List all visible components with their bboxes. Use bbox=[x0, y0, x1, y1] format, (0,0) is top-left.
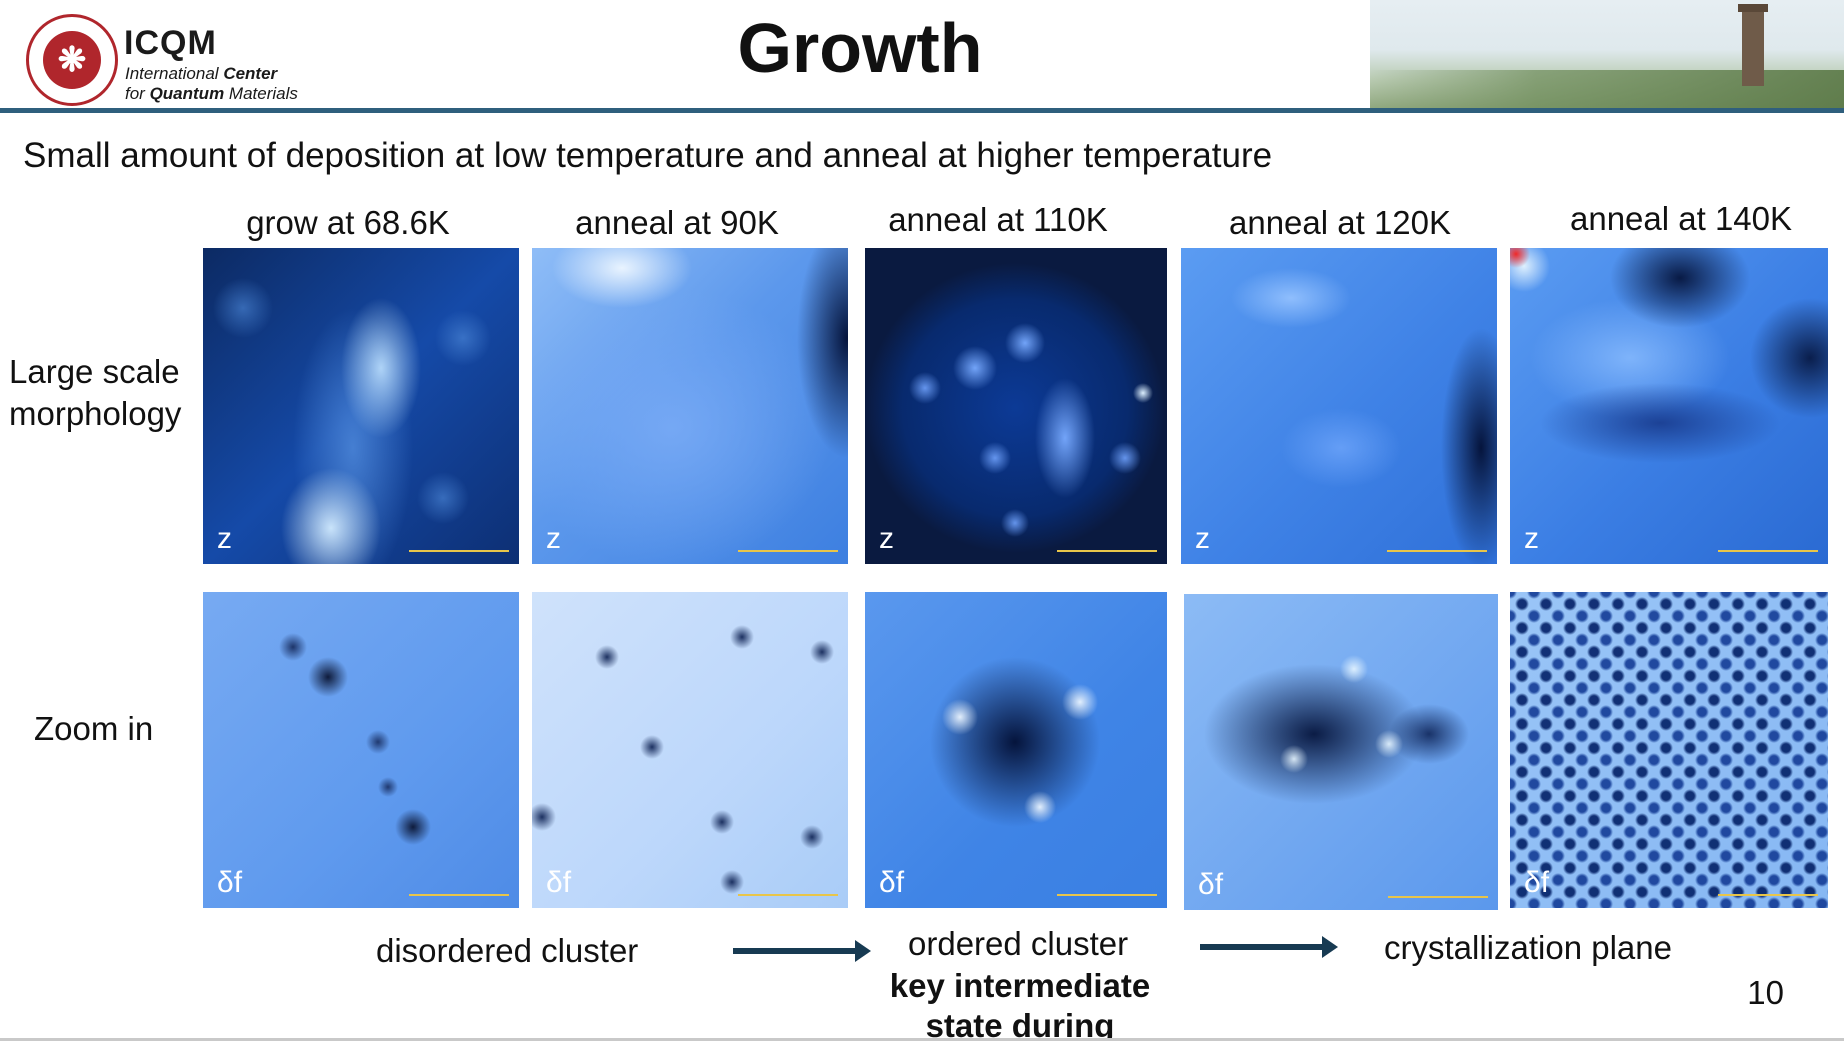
channel-label: z bbox=[879, 522, 894, 555]
channel-label: z bbox=[1195, 522, 1210, 555]
row-label-line: Zoom in bbox=[34, 710, 154, 747]
channel-label: δf bbox=[546, 866, 572, 899]
scale-bar bbox=[1388, 896, 1488, 898]
scale-bar bbox=[1387, 550, 1487, 552]
scale-bar bbox=[738, 550, 838, 552]
column-label: anneal at 120K bbox=[1228, 204, 1452, 241]
column-label: anneal at 140K bbox=[1569, 200, 1793, 237]
row-label-large-scale: Large scale morphology bbox=[9, 351, 181, 435]
scale-bar bbox=[1718, 550, 1818, 552]
arrow-head bbox=[1322, 936, 1338, 958]
channel-label: z bbox=[1524, 522, 1539, 555]
caption-crystallization-plane: crystallization plane bbox=[1384, 929, 1672, 966]
arrow-right-icon bbox=[733, 940, 871, 962]
university-seal-logo: ❋ bbox=[26, 14, 118, 106]
stm-image-large-120k: z bbox=[1181, 248, 1497, 564]
stm-image-zoom-90k: δf bbox=[532, 592, 848, 908]
channel-label: z bbox=[546, 522, 561, 555]
row-label-line: Large scale bbox=[9, 353, 180, 390]
caption-ordered-cluster: ordered cluster bbox=[908, 925, 1129, 962]
page-number: 10 bbox=[1747, 974, 1784, 1011]
caption-key-line: state during bbox=[925, 1007, 1115, 1041]
slide-title: Growth bbox=[737, 9, 983, 87]
slide-subtitle: Small amount of deposition at low temper… bbox=[23, 136, 1273, 175]
brand-word: Quantum bbox=[149, 84, 225, 103]
stm-image-large-90k: z bbox=[532, 248, 848, 564]
brand-short-name: ICQM bbox=[124, 24, 217, 62]
scenery-pagoda bbox=[1738, 4, 1768, 86]
stm-image-zoom-68k: δf bbox=[203, 592, 519, 908]
scale-bar bbox=[1718, 894, 1818, 896]
scale-bar bbox=[409, 550, 509, 552]
campus-scenery-image bbox=[1370, 0, 1844, 110]
row-label-line: morphology bbox=[9, 395, 182, 432]
brand-line-1: International Center bbox=[125, 64, 277, 84]
scale-bar bbox=[738, 894, 838, 896]
scale-bar bbox=[1057, 894, 1157, 896]
seal-glyph-icon: ❋ bbox=[57, 40, 87, 80]
brand-word: Center bbox=[223, 64, 278, 83]
stm-image-large-140k: z bbox=[1510, 248, 1828, 564]
footer-divider bbox=[0, 1038, 1844, 1041]
channel-label: δf bbox=[1198, 868, 1224, 901]
stm-image-zoom-110k: δf bbox=[865, 592, 1167, 908]
column-label: grow at 68.6K bbox=[246, 204, 450, 241]
scale-bar bbox=[409, 894, 509, 896]
column-label: anneal at 110K bbox=[888, 201, 1108, 238]
row-label-zoom-in: Zoom in bbox=[34, 708, 153, 750]
slide-header: ❋ ICQM International Center for Quantum … bbox=[0, 0, 1844, 113]
stm-image-zoom-120k: δf bbox=[1184, 594, 1498, 910]
scale-bar bbox=[1057, 550, 1157, 552]
column-label: anneal at 90K bbox=[575, 204, 779, 241]
channel-label: δf bbox=[217, 866, 243, 899]
channel-label: δf bbox=[879, 866, 905, 899]
caption-key-intermediate: key intermediate state during bbox=[870, 966, 1170, 1041]
stm-image-zoom-140k: δf bbox=[1510, 592, 1828, 908]
brand-word: International bbox=[125, 64, 219, 83]
brand-word: Materials bbox=[228, 84, 298, 103]
header-divider bbox=[0, 108, 1844, 113]
scenery-trees bbox=[1370, 70, 1844, 110]
brand-word: for bbox=[125, 84, 145, 103]
stm-image-large-68k: z bbox=[203, 248, 519, 564]
channel-label: z bbox=[217, 522, 232, 555]
seal-emblem: ❋ bbox=[43, 31, 101, 89]
caption-key-line: key intermediate bbox=[889, 967, 1151, 1004]
arrow-right-icon bbox=[1200, 936, 1338, 958]
channel-label: δf bbox=[1524, 866, 1550, 899]
caption-disordered-cluster: disordered cluster bbox=[376, 932, 639, 969]
stm-image-large-110k: z bbox=[865, 248, 1167, 564]
brand-line-2: for Quantum Materials bbox=[125, 84, 298, 104]
arrow-head bbox=[855, 940, 871, 962]
